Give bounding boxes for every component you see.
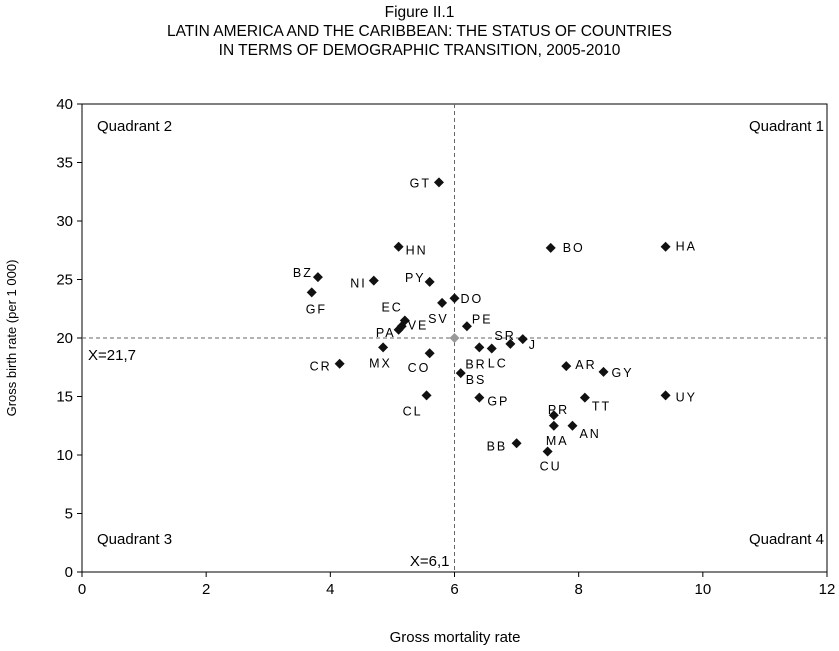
data-point-br <box>474 342 485 353</box>
data-point-j <box>517 334 528 345</box>
y-axis-label: Gross birth rate (per 1 000) <box>4 260 19 417</box>
point-label-lc: LC <box>488 357 508 371</box>
point-label-do: DO <box>461 292 484 306</box>
point-label-uy: UY <box>676 390 697 404</box>
data-point-lc <box>486 343 497 354</box>
data-point-ha <box>660 241 671 252</box>
data-point-ni <box>368 275 379 286</box>
point-label-an: AN <box>579 427 600 441</box>
point-label-gt: GT <box>410 176 431 190</box>
point-label-ni: NI <box>350 277 367 291</box>
point-label-cr: CR <box>310 360 332 374</box>
data-point-bo <box>545 242 556 253</box>
point-label-mx: MX <box>369 356 392 370</box>
x-tick-label: 4 <box>326 581 334 598</box>
chart-title-line-1: LATIN AMERICA AND THE CARIBBEAN: THE STA… <box>167 23 672 40</box>
mean-point-marker <box>449 333 460 343</box>
point-label-tt: TT <box>592 400 611 414</box>
point-label-bb: BB <box>487 439 508 453</box>
x-tick-label: 0 <box>78 581 86 598</box>
y-tick-label: 35 <box>56 155 73 172</box>
data-point-ma <box>548 420 559 431</box>
point-label-bz: BZ <box>293 266 313 280</box>
y-tick-label: 20 <box>56 330 73 347</box>
x-tick-label: 6 <box>450 581 458 598</box>
data-point-mx <box>378 342 389 353</box>
x-tick-label: 10 <box>694 581 711 598</box>
point-label-gp: GP <box>487 395 509 409</box>
point-label-co: CO <box>408 361 431 375</box>
data-point-an <box>567 420 578 431</box>
point-label-pa: PA <box>376 326 396 340</box>
data-point-do <box>449 293 460 304</box>
data-point-gp <box>474 392 485 403</box>
point-label-pe: PE <box>472 312 493 326</box>
point-label-ve: VE <box>408 318 429 332</box>
chart-title-line-2: IN TERMS OF DEMOGRAPHIC TRANSITION, 2005… <box>218 42 621 59</box>
data-point-co <box>424 348 435 359</box>
x-tick-label: 8 <box>574 581 582 598</box>
data-point-gf <box>306 287 317 298</box>
y-tick-label: 15 <box>56 389 73 406</box>
data-point-gt <box>433 177 444 188</box>
point-label-bo: BO <box>563 241 585 255</box>
horizontal-mean-label: X=21,7 <box>88 347 136 364</box>
data-point-cu <box>542 446 553 457</box>
figure-label: Figure II.1 <box>384 4 455 21</box>
point-label-cu: CU <box>540 459 562 473</box>
y-tick-label: 25 <box>56 272 73 289</box>
x-axis-label: Gross mortality rate <box>390 629 521 646</box>
data-point-py <box>424 276 435 287</box>
data-point-sr <box>505 338 516 349</box>
point-label-br: BR <box>465 357 486 371</box>
y-tick-label: 0 <box>65 564 73 581</box>
point-label-hn: HN <box>406 244 428 258</box>
point-label-ma: MA <box>546 434 569 448</box>
data-point-ar <box>561 361 572 372</box>
y-tick-label: 10 <box>56 447 73 464</box>
point-label-ar: AR <box>575 358 596 372</box>
y-tick-label: 5 <box>65 506 73 523</box>
data-point-sv <box>437 297 448 308</box>
point-label-sv: SV <box>428 312 449 326</box>
data-point-bb <box>511 438 522 449</box>
quadrant-label-q2: Quadrant 2 <box>97 118 172 135</box>
quadrant-labels: Quadrant 1 Quadrant 2 Quadrant 3 Quadrant 4 <box>97 118 824 548</box>
quadrant-label-q1: Quadrant 1 <box>749 118 824 135</box>
data-point-pe <box>461 321 472 332</box>
y-tick-label: 40 <box>56 96 73 113</box>
x-tick-label: 2 <box>202 581 210 598</box>
point-label-py: PY <box>405 271 426 285</box>
axes: 0 2 4 6 8 10 12 0 5 10 15 20 25 30 35 40 <box>56 96 835 598</box>
point-label-ec: EC <box>381 300 402 314</box>
data-point-uy <box>660 390 671 401</box>
data-point-pr <box>548 410 559 421</box>
quadrant-label-q4: Quadrant 4 <box>749 531 824 548</box>
quadrant-label-q3: Quadrant 3 <box>97 531 172 548</box>
data-point-bz <box>312 272 323 283</box>
x-tick-label: 12 <box>819 581 836 598</box>
data-point-cr <box>334 358 345 369</box>
y-tick-label: 30 <box>56 213 73 230</box>
point-label-pr: PR <box>548 403 569 417</box>
data-point-bs <box>455 368 466 379</box>
point-label-ha: HA <box>676 240 697 254</box>
data-point-cl <box>421 390 432 401</box>
data-point-hn <box>393 241 404 252</box>
point-label-gy: GY <box>612 366 634 380</box>
data-point-pa <box>393 324 404 335</box>
point-label-bs: BS <box>466 373 487 387</box>
point-label-gf: GF <box>306 302 327 316</box>
point-label-sr: SR <box>494 329 515 343</box>
data-point-gy <box>598 366 609 377</box>
vertical-mean-label: X=6,1 <box>410 553 450 570</box>
data-point-tt <box>579 392 590 403</box>
point-label-cl: CL <box>403 404 423 418</box>
point-label-j: J <box>529 338 537 352</box>
